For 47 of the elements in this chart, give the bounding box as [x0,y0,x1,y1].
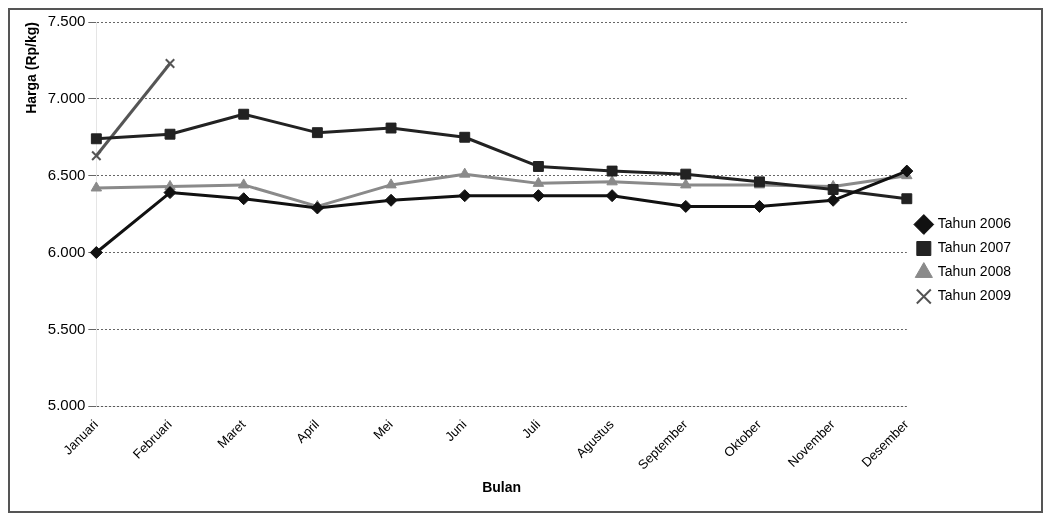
point [752,199,766,213]
point [680,178,692,189]
y-tick-label: 6.000 [47,242,86,260]
point [311,127,323,139]
legend-label: Tahun 2008 [937,263,1012,280]
x-tick-label: Juni [441,416,470,445]
point [237,192,251,206]
point [606,175,618,186]
point [238,178,250,189]
y-tick-label: 7.000 [47,88,86,106]
x-tick-label: Juli [518,416,544,442]
y-tick-label: 5.000 [47,396,86,414]
point [89,246,103,260]
y-tick-label: 5.500 [47,319,86,337]
y-tick-label: 7.500 [47,12,86,30]
point [459,131,471,143]
point [827,184,839,195]
point [385,122,397,134]
point [901,193,913,205]
legend-label: Tahun 2009 [937,287,1012,304]
point [826,193,840,207]
point [605,189,619,203]
y-tick-label: 6.500 [47,165,86,183]
point [680,168,692,180]
point [163,186,177,200]
legend-label: Tahun 2007 [937,239,1012,256]
point [310,201,324,215]
x-axis-title: Bulan [482,479,522,496]
point [679,199,693,213]
point [532,161,544,172]
point [91,150,102,161]
point [385,178,397,189]
point [90,133,102,145]
point [384,193,398,207]
y-axis-title: Harga (Rp/kg) [23,22,40,114]
point [164,128,176,140]
point [459,167,471,178]
point [458,189,472,203]
legend-label: Tahun 2006 [937,215,1012,232]
point [164,58,176,69]
point [90,181,103,192]
point [238,108,250,120]
x-tick-label: Mei [370,416,396,443]
point [531,189,545,203]
point [532,176,545,187]
point [606,165,618,177]
point [900,164,914,178]
